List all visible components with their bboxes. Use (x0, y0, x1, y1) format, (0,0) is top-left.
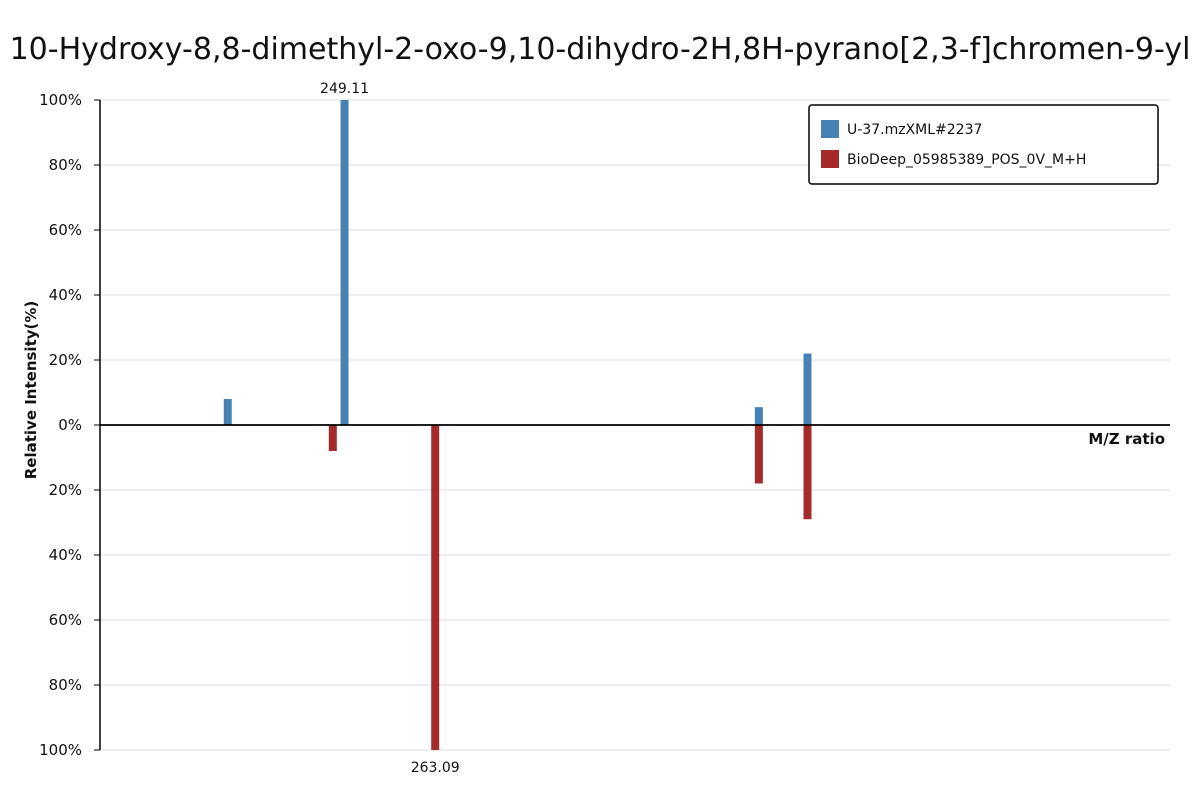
y-tick-labels: 100% 80% 60% 40% 20% 0% 20% 40% 60% 80% 100% (39, 91, 100, 759)
legend-swatch-reference (821, 150, 839, 168)
y-tick-label: 80% (49, 676, 82, 694)
query-peak-bar (754, 407, 763, 425)
peak-labels: 249.11 263.09 (320, 81, 460, 776)
y-tick-label: 60% (49, 221, 82, 239)
y-axis-title: Relative Intensity(%) (22, 301, 40, 480)
reference-peak-bar (431, 425, 440, 750)
legend-box (808, 104, 1159, 185)
reference-peak-bar (754, 425, 763, 484)
y-tick-label: 40% (49, 546, 82, 564)
y-tick-label: 60% (49, 611, 82, 629)
y-tick-label: 40% (49, 286, 82, 304)
reference-peak-label: 263.09 (411, 760, 460, 776)
query-peak-label: 249.11 (320, 81, 369, 97)
y-tick-label: 100% (39, 741, 82, 759)
chart-title: 10-Hydroxy-8,8-dimethyl-2-oxo-9,10-dihyd… (10, 32, 1191, 67)
query-peak-bar (340, 100, 349, 425)
y-tick-label: 20% (49, 481, 82, 499)
y-tick-label: 20% (49, 351, 82, 369)
query-peak-bar (223, 399, 232, 425)
reference-peak-bar (328, 425, 337, 451)
legend: U-37.mzXML#2237 BioDeep_05985389_POS_0V_… (808, 104, 1159, 185)
y-tick-label: 80% (49, 156, 82, 174)
reference-peak-bar (803, 425, 812, 520)
x-axis-title: M/Z ratio (1088, 430, 1165, 448)
legend-swatch-query (821, 120, 839, 138)
legend-label-reference: BioDeep_05985389_POS_0V_M+H (847, 152, 1086, 168)
peak-bars (223, 100, 812, 750)
query-peak-bar (803, 353, 812, 425)
y-tick-label: 100% (39, 91, 82, 109)
grid-lines (100, 99, 1170, 751)
legend-label-query: U-37.mzXML#2237 (847, 122, 982, 138)
y-tick-label: 0% (58, 416, 82, 434)
